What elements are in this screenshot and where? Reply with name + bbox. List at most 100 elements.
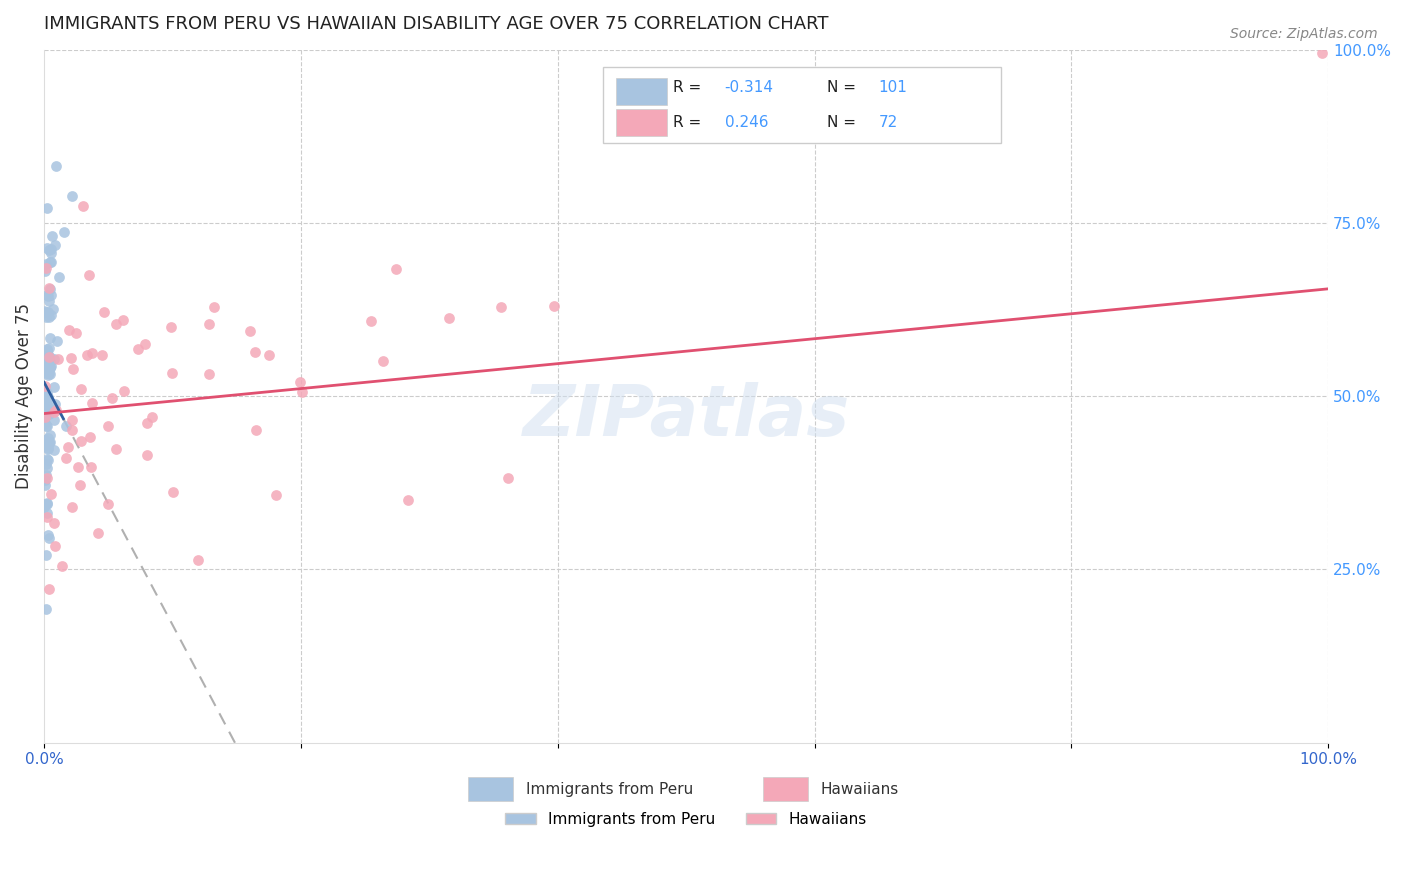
Point bbox=[37, 304, 59, 318]
Point bbox=[41, 308, 63, 322]
Point bbox=[257, 348, 280, 362]
Point bbox=[245, 423, 267, 437]
Text: R =: R = bbox=[673, 115, 706, 130]
Point bbox=[39, 360, 62, 375]
Point bbox=[82, 396, 104, 410]
Point bbox=[39, 487, 62, 501]
Point bbox=[35, 201, 58, 215]
Point bbox=[37, 506, 59, 520]
Point bbox=[38, 408, 60, 422]
Point bbox=[37, 431, 59, 445]
Point bbox=[38, 293, 60, 308]
Text: Source: ZipAtlas.com: Source: ZipAtlas.com bbox=[1230, 27, 1378, 41]
Point bbox=[35, 366, 58, 380]
Point bbox=[35, 399, 58, 413]
Point bbox=[34, 406, 56, 420]
Point bbox=[69, 434, 91, 448]
Point bbox=[34, 416, 56, 430]
Point bbox=[34, 264, 56, 278]
Point bbox=[37, 289, 59, 303]
Point bbox=[35, 350, 58, 364]
Text: ZIPatlas: ZIPatlas bbox=[523, 383, 849, 451]
Point bbox=[491, 300, 513, 314]
Point bbox=[35, 460, 58, 475]
Point bbox=[35, 366, 58, 380]
Point bbox=[45, 402, 67, 417]
Point bbox=[35, 343, 58, 358]
Point bbox=[38, 436, 60, 450]
Point bbox=[34, 396, 56, 410]
Point bbox=[60, 189, 83, 203]
Text: N =: N = bbox=[827, 80, 862, 95]
Point bbox=[35, 496, 58, 510]
Point bbox=[198, 317, 221, 331]
Point bbox=[42, 442, 65, 457]
Point bbox=[39, 288, 62, 302]
Point bbox=[38, 244, 60, 258]
Point bbox=[38, 366, 60, 380]
Point bbox=[35, 393, 58, 408]
Point bbox=[371, 354, 394, 368]
Point bbox=[97, 497, 120, 511]
Text: IMMIGRANTS FROM PERU VS HAWAIIAN DISABILITY AGE OVER 75 CORRELATION CHART: IMMIGRANTS FROM PERU VS HAWAIIAN DISABIL… bbox=[44, 15, 828, 33]
Point bbox=[187, 552, 209, 566]
Point bbox=[35, 386, 58, 401]
Point bbox=[135, 448, 157, 462]
Point bbox=[34, 548, 56, 562]
Point bbox=[35, 468, 58, 483]
Point bbox=[34, 305, 56, 319]
Point bbox=[53, 225, 76, 239]
Point bbox=[136, 416, 159, 430]
Point bbox=[34, 397, 56, 411]
Point bbox=[44, 413, 66, 427]
Point bbox=[55, 418, 77, 433]
Point bbox=[39, 255, 62, 269]
Point bbox=[34, 473, 56, 487]
Point bbox=[44, 516, 66, 531]
Point bbox=[35, 261, 58, 276]
Point bbox=[37, 442, 59, 456]
Point bbox=[79, 430, 101, 444]
Point bbox=[51, 559, 73, 574]
Point bbox=[80, 459, 103, 474]
Point bbox=[42, 405, 65, 419]
Point bbox=[34, 477, 56, 491]
Point bbox=[39, 435, 62, 450]
Point bbox=[35, 458, 58, 472]
Point bbox=[32, 500, 55, 515]
Point bbox=[58, 323, 80, 337]
Point bbox=[35, 352, 58, 367]
Point bbox=[38, 350, 60, 364]
Point bbox=[37, 368, 59, 382]
FancyBboxPatch shape bbox=[603, 67, 1001, 144]
FancyBboxPatch shape bbox=[616, 109, 666, 136]
Point bbox=[35, 408, 58, 422]
Point bbox=[38, 531, 60, 545]
Point bbox=[496, 471, 519, 485]
Point bbox=[70, 382, 93, 396]
Point bbox=[39, 367, 62, 381]
Text: N =: N = bbox=[827, 115, 862, 130]
Point bbox=[37, 453, 59, 467]
Point bbox=[111, 312, 134, 326]
Point bbox=[360, 314, 382, 328]
Point bbox=[55, 451, 77, 466]
Point bbox=[34, 388, 56, 402]
Point bbox=[35, 452, 58, 467]
Point bbox=[112, 384, 135, 399]
Point bbox=[90, 348, 112, 362]
Point bbox=[35, 365, 58, 379]
Point bbox=[243, 345, 266, 359]
Point bbox=[66, 459, 89, 474]
Point bbox=[35, 419, 58, 434]
Point bbox=[38, 582, 60, 596]
Point bbox=[264, 488, 287, 502]
Text: Immigrants from Peru: Immigrants from Peru bbox=[526, 782, 693, 797]
Point bbox=[39, 428, 62, 442]
Point bbox=[35, 352, 58, 367]
Point bbox=[35, 601, 58, 615]
Point bbox=[134, 336, 156, 351]
Point bbox=[288, 376, 311, 390]
Point bbox=[543, 299, 565, 313]
Text: 0.246: 0.246 bbox=[724, 115, 768, 130]
